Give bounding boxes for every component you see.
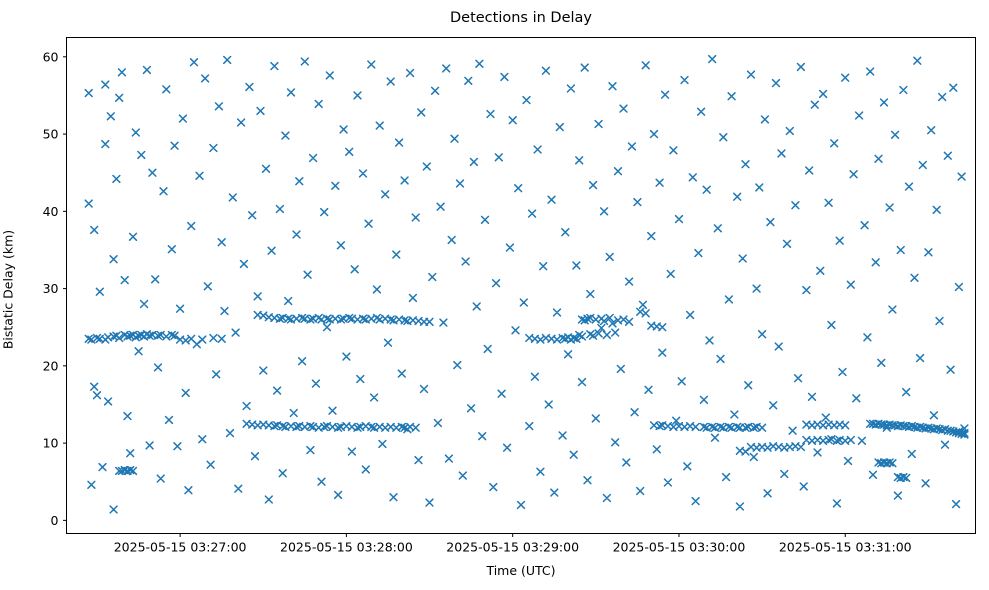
plot-border [66,37,976,534]
x-tick-label: 2025-05-15 03:29:00 [446,540,579,555]
x-axis-label: Time (UTC) [486,563,556,578]
x-tick-label: 2025-05-15 03:28:00 [280,540,413,555]
y-tick-label: 60 [43,49,59,64]
chart-title: Detections in Delay [449,10,592,26]
x-tick-label: 2025-05-15 03:27:00 [114,540,247,555]
x-tick-label: 2025-05-15 03:30:00 [613,540,746,555]
y-tick-label: 30 [43,281,59,296]
y-tick-label: 50 [43,127,59,142]
y-tick-label: 10 [43,436,59,451]
y-tick-label: 40 [43,204,59,219]
scatter-points [84,54,969,514]
x-tick-label: 2025-05-15 03:31:00 [779,540,912,555]
y-tick-label: 0 [51,513,59,528]
y-tick-label: 20 [43,358,59,373]
y-axis-label: Bistatic Delay (km) [0,229,16,350]
